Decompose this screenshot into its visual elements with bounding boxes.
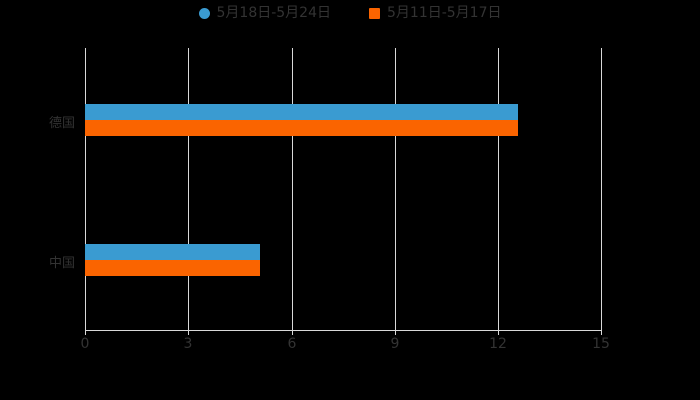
x-tick-label-12: 12 [489,336,507,352]
gridline-9 [395,48,396,330]
y-category-germany: 德国 [0,112,700,131]
x-tick-6 [292,330,293,335]
gridline-12 [498,48,499,330]
x-tick-label-3: 3 [183,336,193,352]
x-tick-15 [601,330,602,335]
legend-item-series-1[interactable]: 5月18日-5月24日 [198,5,332,21]
legend-label-series-1: 5月18日-5月24日 [216,5,332,21]
y-category-china: 中国 [0,252,700,271]
gridline-6 [292,48,293,330]
x-tick-12 [498,330,499,335]
x-tick-label-6: 6 [287,336,297,352]
bar-china-series-2[interactable] [85,260,260,276]
legend-marker-square-icon [369,7,380,19]
legend-item-series-2[interactable]: 5月11日-5月17日 [369,6,502,20]
chart-legend: 5月18日-5月24日 5月11日-5月17日 [0,6,700,20]
gridline-3 [188,48,189,330]
x-tick-9 [395,330,396,335]
x-tick-label-0: 0 [80,336,90,352]
gridline-15 [601,48,602,330]
x-tick-label-9: 9 [390,336,400,352]
y-category-label-germany: 德国 [48,116,75,131]
x-tick-0 [85,330,86,335]
plot-area [85,48,602,330]
legend-label-series-2: 5月11日-5月17日 [387,5,502,21]
y-category-label-china: 中国 [48,256,75,271]
legend-marker-circle-icon [198,7,210,19]
x-axis-line [85,330,602,331]
bar-germany-series-1[interactable] [85,104,518,120]
bar-germany-series-2[interactable] [85,120,518,136]
x-tick-3 [188,330,189,335]
x-tick-label-15: 15 [592,336,610,352]
bar-china-series-1[interactable] [85,244,260,260]
gridline-0 [85,48,86,330]
